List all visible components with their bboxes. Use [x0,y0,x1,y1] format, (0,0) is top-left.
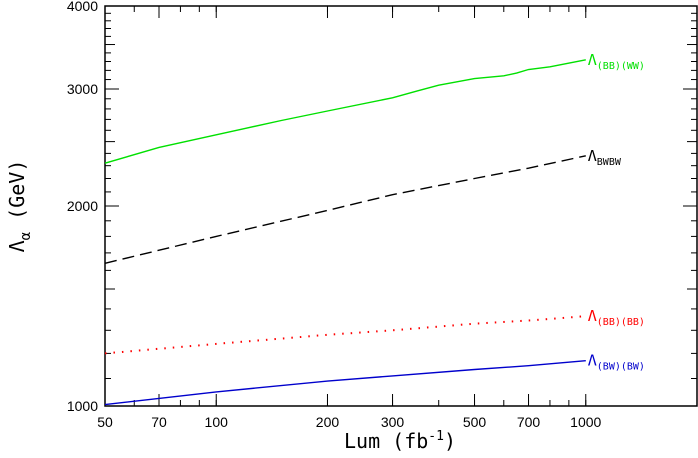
y-tick-label: 3000 [67,81,98,97]
x-tick-label: 100 [205,414,229,430]
series-line-1 [104,155,586,264]
y-tick-label: 4000 [67,0,98,14]
series-line-2 [104,315,586,355]
x-tick-label: 700 [517,414,541,430]
x-tick-label: 70 [151,414,167,430]
x-tick-label: 200 [316,414,340,430]
x-tick-label: 500 [463,414,487,430]
y-tick-label: 2000 [67,198,98,214]
tick-labels: 50 70 100 200 300 500 700 1000 1000 2000 3000 4000 [67,0,602,430]
series-lines [104,59,586,406]
axis-ticks [104,5,698,407]
series-label-3: Λ(BW)(BW) [588,352,645,373]
y-axis-title: Λα (GeV) [5,160,34,253]
series-line-3 [104,360,586,406]
series-label-1: ΛBWBW [588,147,622,168]
x-tick-label: 50 [97,414,113,430]
series-label-2: Λ(BB)(BB) [588,307,645,328]
x-tick-label: 300 [381,414,405,430]
series-label-0: Λ(BB)(WW) [588,51,645,72]
x-tick-label: 1000 [570,414,601,430]
x-axis-title: Lum (fb-1) [344,429,456,453]
series-labels: Λ(BB)(WW) ΛBWBW Λ(BB)(BB) Λ(BW)(BW) [588,51,645,373]
series-line-0 [104,59,586,164]
y-tick-label: 1000 [67,398,98,414]
